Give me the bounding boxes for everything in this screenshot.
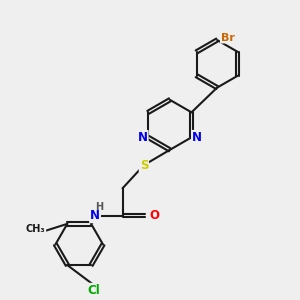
Text: N: N — [90, 209, 100, 222]
Text: N: N — [192, 131, 202, 144]
Text: Br: Br — [221, 33, 235, 43]
Text: Cl: Cl — [88, 284, 100, 297]
Text: O: O — [149, 209, 159, 222]
Text: CH₃: CH₃ — [26, 224, 45, 234]
Text: S: S — [140, 159, 148, 172]
Text: H: H — [95, 202, 103, 212]
Text: N: N — [138, 131, 148, 144]
